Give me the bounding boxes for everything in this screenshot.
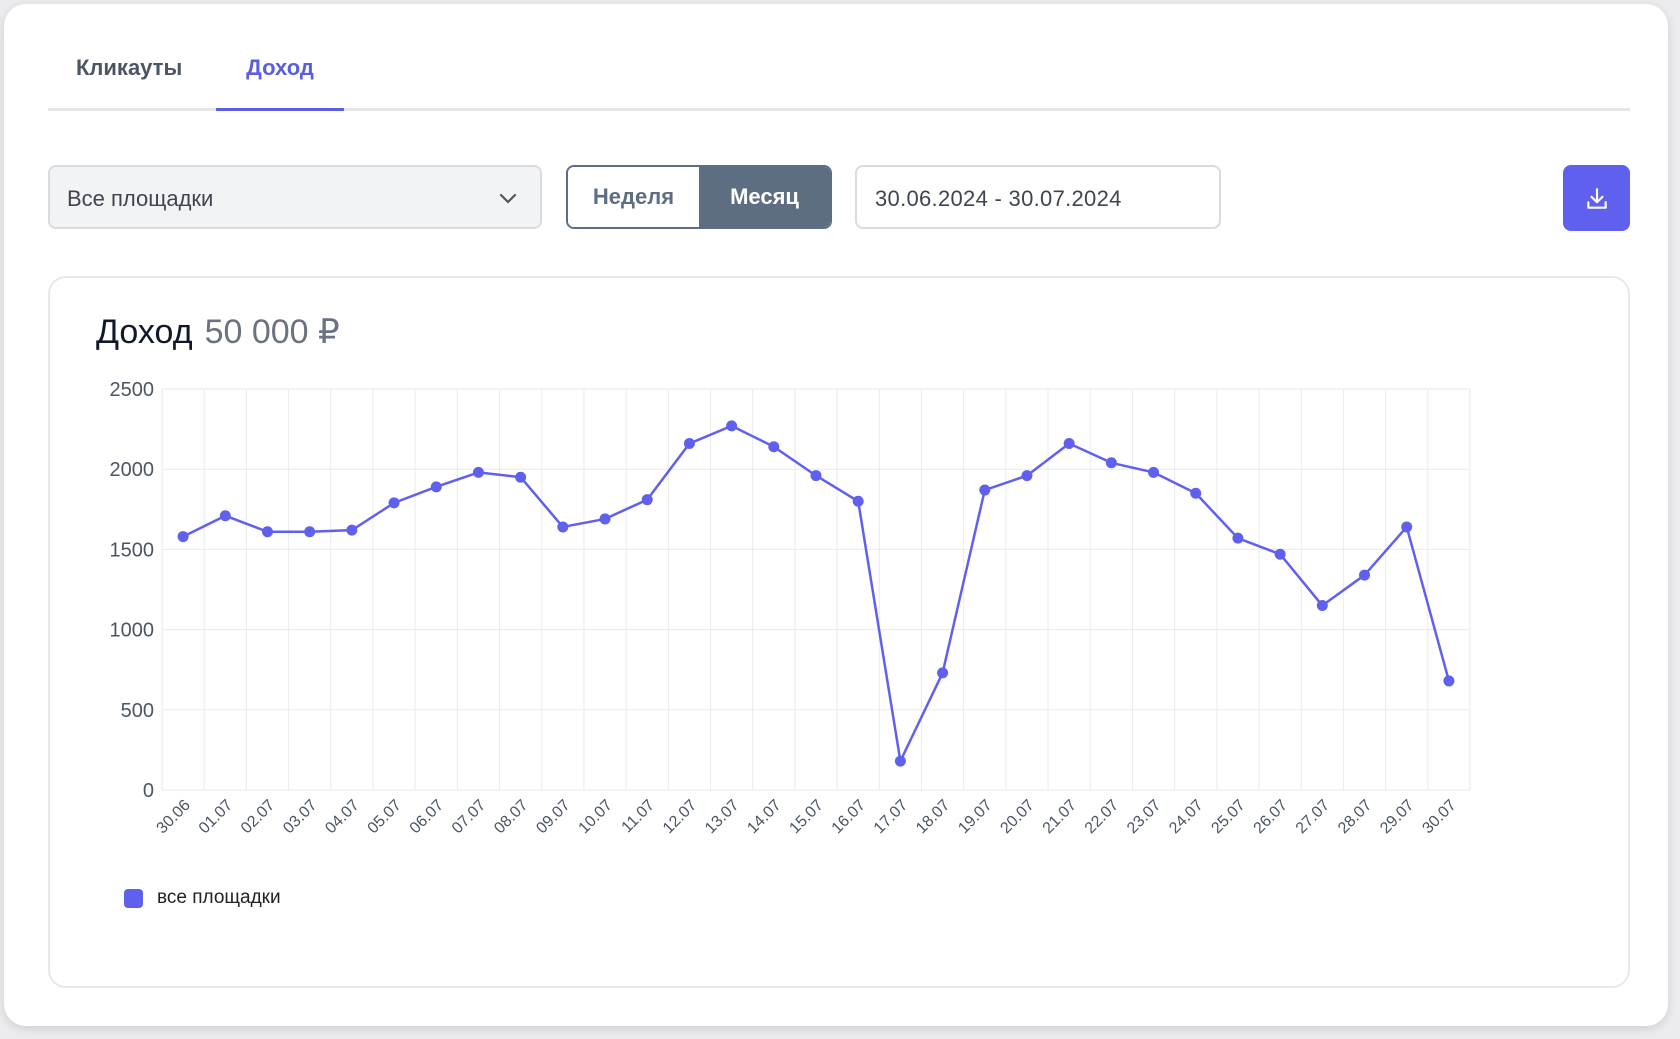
data-point <box>1401 521 1413 533</box>
x-tick-label: 29.07 <box>1377 797 1417 837</box>
data-point <box>1316 600 1328 612</box>
data-point <box>894 755 906 767</box>
x-tick-label: 13.07 <box>702 797 742 837</box>
y-tick-label: 1500 <box>110 539 155 561</box>
period-week-button[interactable]: Неделя <box>568 167 699 227</box>
data-point <box>937 667 949 679</box>
period-month-button[interactable]: Месяц <box>699 167 830 227</box>
x-tick-label: 27.07 <box>1293 797 1333 837</box>
data-point <box>768 441 780 453</box>
x-tick-label: 11.07 <box>619 797 659 837</box>
data-point <box>304 526 316 538</box>
legend-swatch <box>124 888 143 908</box>
x-tick-label: 16.07 <box>829 797 869 837</box>
revenue-total: 50 000 ₽ <box>204 313 340 351</box>
data-point <box>1190 487 1202 499</box>
x-tick-label: 12.07 <box>660 797 700 837</box>
x-tick-label: 25.07 <box>1208 797 1248 837</box>
data-point <box>515 471 527 483</box>
platform-select[interactable]: Все площадки <box>48 165 542 229</box>
revenue-chart-panel: Доход 50 000 ₽ 0 500 1000 1500 2000 2500 30.06 0… <box>48 276 1630 988</box>
chart-legend: все площадки <box>124 886 281 910</box>
data-point <box>726 420 738 432</box>
x-tick-label: 30.07 <box>1419 797 1459 837</box>
x-tick-label: 19.07 <box>955 797 995 837</box>
date-range-field[interactable]: 30.06.2024 - 30.07.2024 <box>855 165 1221 229</box>
x-tick-label: 15.07 <box>786 797 826 837</box>
data-point <box>261 526 273 538</box>
x-tick-label: 03.07 <box>280 797 320 837</box>
data-point <box>1274 548 1286 560</box>
data-point <box>388 497 400 509</box>
x-tick-label: 06.07 <box>407 797 447 837</box>
x-tick-label: 21.07 <box>1040 797 1080 837</box>
revenue-line-chart: 0 500 1000 1500 2000 2500 30.06 01.07 02.07 03.07… <box>110 379 1471 837</box>
data-point <box>810 470 822 482</box>
data-point <box>599 513 611 525</box>
y-tick-label: 0 <box>143 780 154 802</box>
data-point <box>219 510 231 522</box>
x-tick-label: 30.06 <box>154 797 194 837</box>
x-tick-label: 26.07 <box>1251 797 1291 837</box>
x-tick-label: 20.07 <box>997 797 1037 837</box>
data-point <box>852 495 864 507</box>
y-tick-label: 500 <box>121 700 154 722</box>
revenue-card: Кликауты Доход Все площадки Неделя Месяц… <box>4 4 1668 1026</box>
x-tick-label: 24.07 <box>1166 797 1206 837</box>
x-tick-label: 09.07 <box>533 797 573 837</box>
data-point <box>472 466 484 478</box>
x-tick-label: 22.07 <box>1082 797 1122 837</box>
data-point <box>1105 457 1117 469</box>
data-point <box>1021 470 1033 482</box>
data-point <box>1443 675 1455 687</box>
x-tick-label: 05.07 <box>365 797 405 837</box>
data-point <box>557 521 569 533</box>
chevron-down-icon <box>499 193 517 204</box>
y-tick-label: 2000 <box>110 459 155 481</box>
x-tick-label: 04.07 <box>322 797 362 837</box>
x-tick-label: 08.07 <box>491 797 531 837</box>
data-point <box>346 524 358 536</box>
legend-label: все площадки <box>157 887 281 908</box>
data-point <box>979 484 991 496</box>
chart-heading: Доход 50 000 ₽ <box>96 312 340 352</box>
download-icon <box>1587 188 1607 209</box>
x-tick-label: 07.07 <box>449 797 489 837</box>
data-point <box>1232 532 1244 544</box>
tab-clickouts[interactable]: Кликауты <box>76 55 183 80</box>
x-tick-label: 14.07 <box>744 797 784 837</box>
x-tick-label: 02.07 <box>238 797 278 837</box>
x-tick-label: 01.07 <box>196 797 236 837</box>
download-button[interactable] <box>1563 165 1630 231</box>
data-point <box>683 438 695 450</box>
x-tick-label: 23.07 <box>1124 797 1164 837</box>
x-tick-label: 28.07 <box>1335 797 1375 837</box>
period-toggle: Неделя Месяц <box>566 165 832 229</box>
data-point <box>1063 438 1075 450</box>
x-tick-label: 10.07 <box>576 797 616 837</box>
x-tick-label: 18.07 <box>913 797 953 837</box>
x-tick-label: 17.07 <box>871 797 911 837</box>
y-tick-label: 1000 <box>110 620 155 642</box>
data-point <box>641 494 653 506</box>
data-point <box>177 531 189 543</box>
data-point <box>430 481 442 493</box>
y-tick-label: 2500 <box>110 379 155 401</box>
date-range-value: 30.06.2024 - 30.07.2024 <box>875 186 1122 211</box>
platform-select-value: Все площадки <box>67 186 214 211</box>
chart-title: Доход <box>96 313 193 351</box>
data-point <box>1148 466 1160 478</box>
data-point <box>1359 569 1371 581</box>
tab-revenue[interactable]: Доход <box>216 48 344 111</box>
tab-bar: Кликауты Доход <box>48 48 1630 111</box>
